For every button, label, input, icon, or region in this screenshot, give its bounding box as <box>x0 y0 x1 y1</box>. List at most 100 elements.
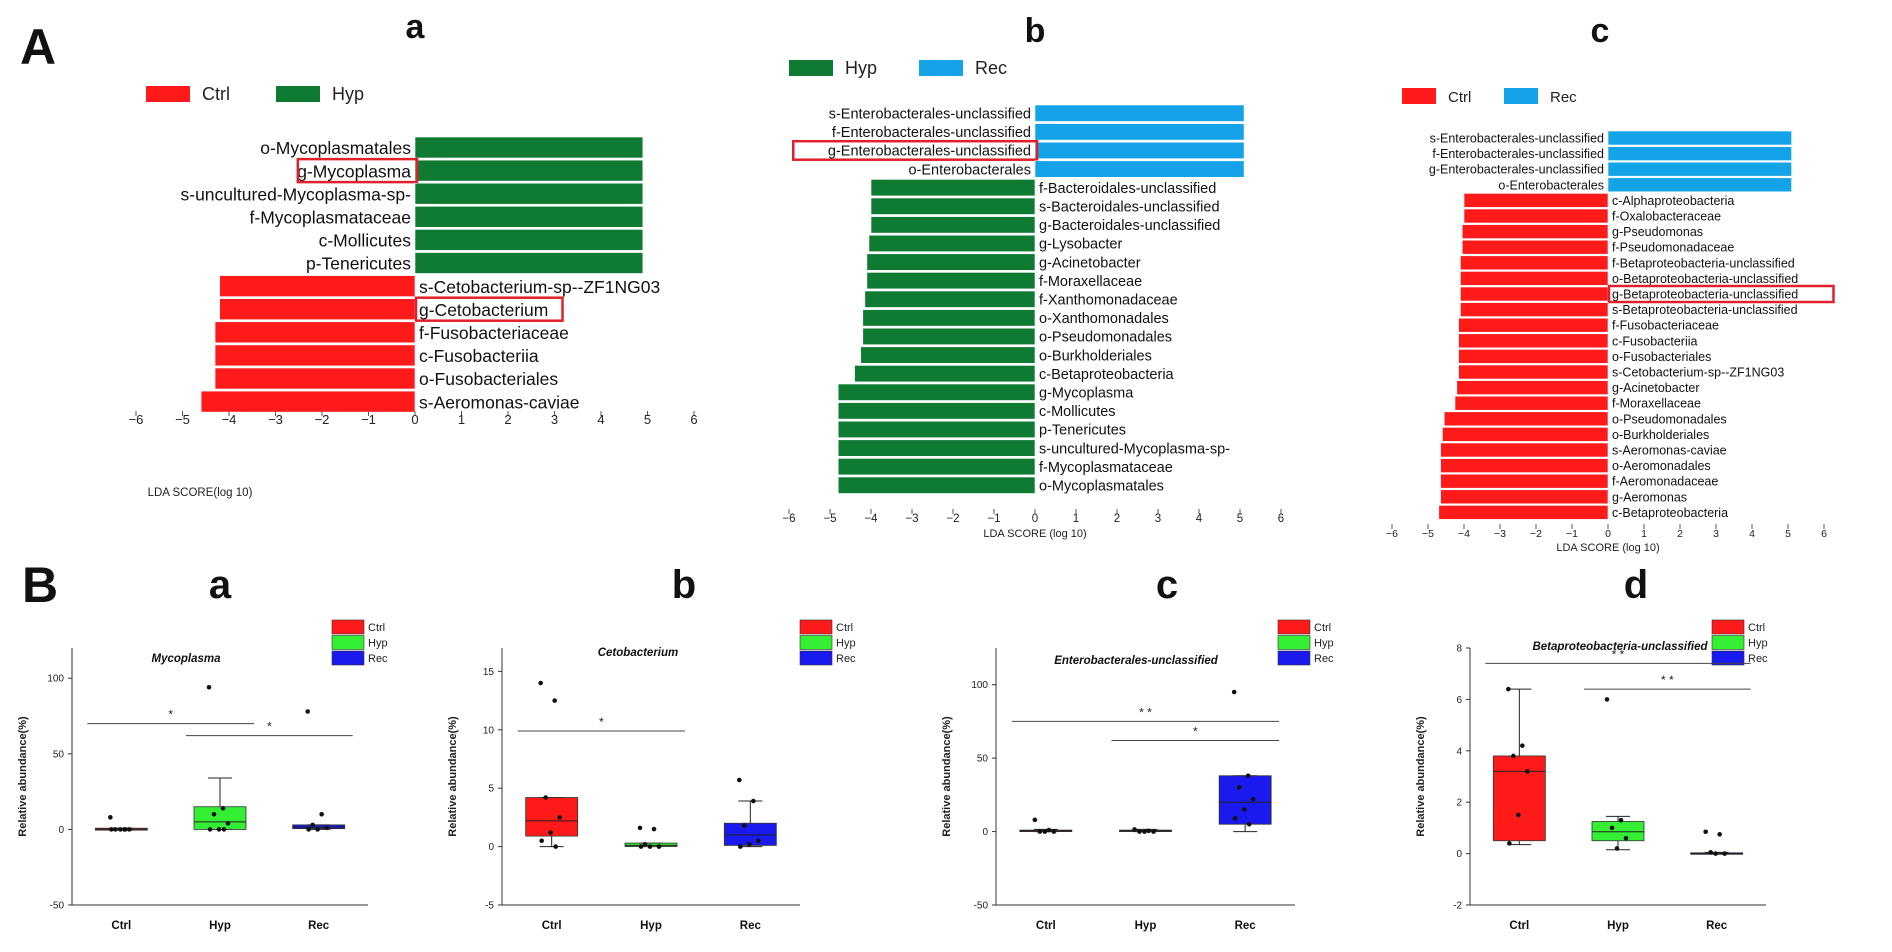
lda-bar <box>870 197 1036 215</box>
x-tick-label: 0 <box>411 412 418 427</box>
legend-swatch-hyp <box>789 60 833 76</box>
lda-bar-label: f-Mycoplasmataceae <box>250 208 411 228</box>
data-point <box>647 844 653 849</box>
lda-bar <box>1034 141 1245 159</box>
chart-title: Cetobacterium <box>598 647 679 659</box>
lda-bar-label: g-Lysobacter <box>1039 237 1122 253</box>
data-point <box>738 844 743 849</box>
x-tick-label: 6 <box>1278 513 1284 525</box>
lda-bar <box>837 458 1036 476</box>
lda-bar-label: f-Bacteroidales-unclassified <box>1039 181 1216 197</box>
lda-bar-label: s-Cetobacterium-sp--ZF1NG03 <box>419 277 660 297</box>
highlight-box <box>414 296 564 322</box>
data-point <box>1151 829 1156 834</box>
legend-label-hyp: Hyp <box>1314 638 1334 650</box>
x-tick-label: Rec <box>1706 920 1728 932</box>
data-point <box>306 827 311 832</box>
legend-label-ctrl: Ctrl <box>368 622 385 634</box>
data-point <box>1722 851 1727 856</box>
y-tick-label: 5 <box>488 784 494 795</box>
data-point <box>1042 829 1048 834</box>
lda-bar-label: o-Aeromonadales <box>1612 459 1711 473</box>
lda-bar <box>1461 239 1609 255</box>
lda-bar <box>1440 489 1609 505</box>
x-tick-label: 4 <box>597 412 604 427</box>
data-point <box>1604 697 1610 702</box>
lda-bar <box>219 298 416 321</box>
data-point <box>118 827 123 832</box>
legend-label-rec: Rec <box>1550 89 1577 106</box>
data-point <box>1245 773 1251 779</box>
lda-bar <box>1607 161 1792 177</box>
data-point <box>225 821 231 826</box>
x-tick-label: −6 <box>129 412 144 427</box>
lda-bar-label: g-Mycoplasma <box>1039 386 1134 402</box>
x-tick-label: Ctrl <box>1509 920 1529 932</box>
lda-bar-label: o-Pseudomonadales <box>1039 330 1172 346</box>
legend-label-rec: Rec <box>1748 653 1768 665</box>
panel-sublabel: b <box>672 563 696 607</box>
lda-bar-label: o-Fusobacteriales <box>419 369 558 389</box>
lda-bar-label: g-Mycoplasma <box>297 161 411 181</box>
lda-bar <box>854 365 1036 383</box>
x-tick-label: −4 <box>864 513 878 525</box>
x-tick-label: Hyp <box>1135 920 1157 932</box>
x-tick-label: Hyp <box>640 920 662 932</box>
x-tick-label: −6 <box>782 513 795 525</box>
data-point <box>742 823 747 828</box>
x-tick-label: −3 <box>1494 528 1506 540</box>
y-tick-label: 2 <box>1456 798 1462 809</box>
lda-bar-label: c-Alphaproteobacteria <box>1612 194 1734 208</box>
lda-bar-label: g-Enterobacterales-unclassified <box>1429 163 1604 177</box>
data-point <box>1623 835 1629 841</box>
panel-label-B: B <box>22 557 58 613</box>
lda-bar <box>200 390 416 413</box>
x-tick-label: −5 <box>823 513 836 525</box>
data-point <box>113 827 118 832</box>
box-chart-B_c: c -50 0 50 100 Relative abundance(%) Enterobac… <box>941 563 1334 932</box>
box-rec <box>1218 775 1272 825</box>
legend-label-rec: Rec <box>975 58 1007 78</box>
x-tick-label: −4 <box>222 412 237 427</box>
lda-bar <box>864 290 1036 308</box>
lda-bar-label: f-Enterobacterales-unclassified <box>832 125 1031 141</box>
x-tick-label: Rec <box>308 920 330 932</box>
lda-bar <box>1463 193 1609 208</box>
lda-bar <box>1460 302 1609 317</box>
data-point <box>637 825 643 831</box>
data-point <box>1717 832 1722 837</box>
lda-bar <box>1460 286 1609 302</box>
data-point <box>747 841 752 847</box>
data-point <box>1520 743 1525 748</box>
x-tick-label: Rec <box>740 920 762 932</box>
lda-bar <box>1440 442 1609 458</box>
data-point <box>1231 689 1237 695</box>
data-point <box>1713 851 1718 856</box>
lda-bar <box>1034 160 1245 178</box>
lda-bar <box>214 321 416 344</box>
lda-bar <box>414 159 644 182</box>
lda-bar-label: f-Fusobacteriaceae <box>419 323 569 343</box>
lda-bar-label: o-Enterobacterales <box>1498 178 1604 192</box>
y-tick-label: 15 <box>483 667 495 678</box>
legend-label-hyp: Hyp <box>332 84 364 104</box>
box-chart-B_b: b -5 0 5 10 15 Relative abundance(%) Cetobacter… <box>447 563 856 932</box>
lda-bar <box>1458 317 1609 333</box>
legend-swatch-ctrl <box>1277 619 1311 635</box>
y-axis-label: Relative abundance(%) <box>1415 716 1427 837</box>
y-axis-label: Relative abundance(%) <box>17 716 29 837</box>
y-tick-label: 6 <box>1456 695 1462 706</box>
panel-sublabel: c <box>1156 563 1178 607</box>
data-point <box>1507 841 1512 846</box>
lda-bar-label: o-Mycoplasmatales <box>260 138 411 158</box>
lda-bar-label: s-Aeromonas-caviae <box>419 392 579 412</box>
lda-bar-label: o-Enterobacterales <box>908 162 1031 178</box>
data-point <box>109 827 114 832</box>
lda-bar-label: s-uncultured-Mycoplasma-sp- <box>1039 441 1230 457</box>
lda-bar-label: c-Mollicutes <box>319 231 412 251</box>
data-point <box>642 841 648 847</box>
lda-bar <box>870 216 1036 234</box>
data-point <box>539 838 544 844</box>
chart-title: Betaproteobacteria-unclassified <box>1532 641 1708 653</box>
data-point <box>305 709 310 714</box>
